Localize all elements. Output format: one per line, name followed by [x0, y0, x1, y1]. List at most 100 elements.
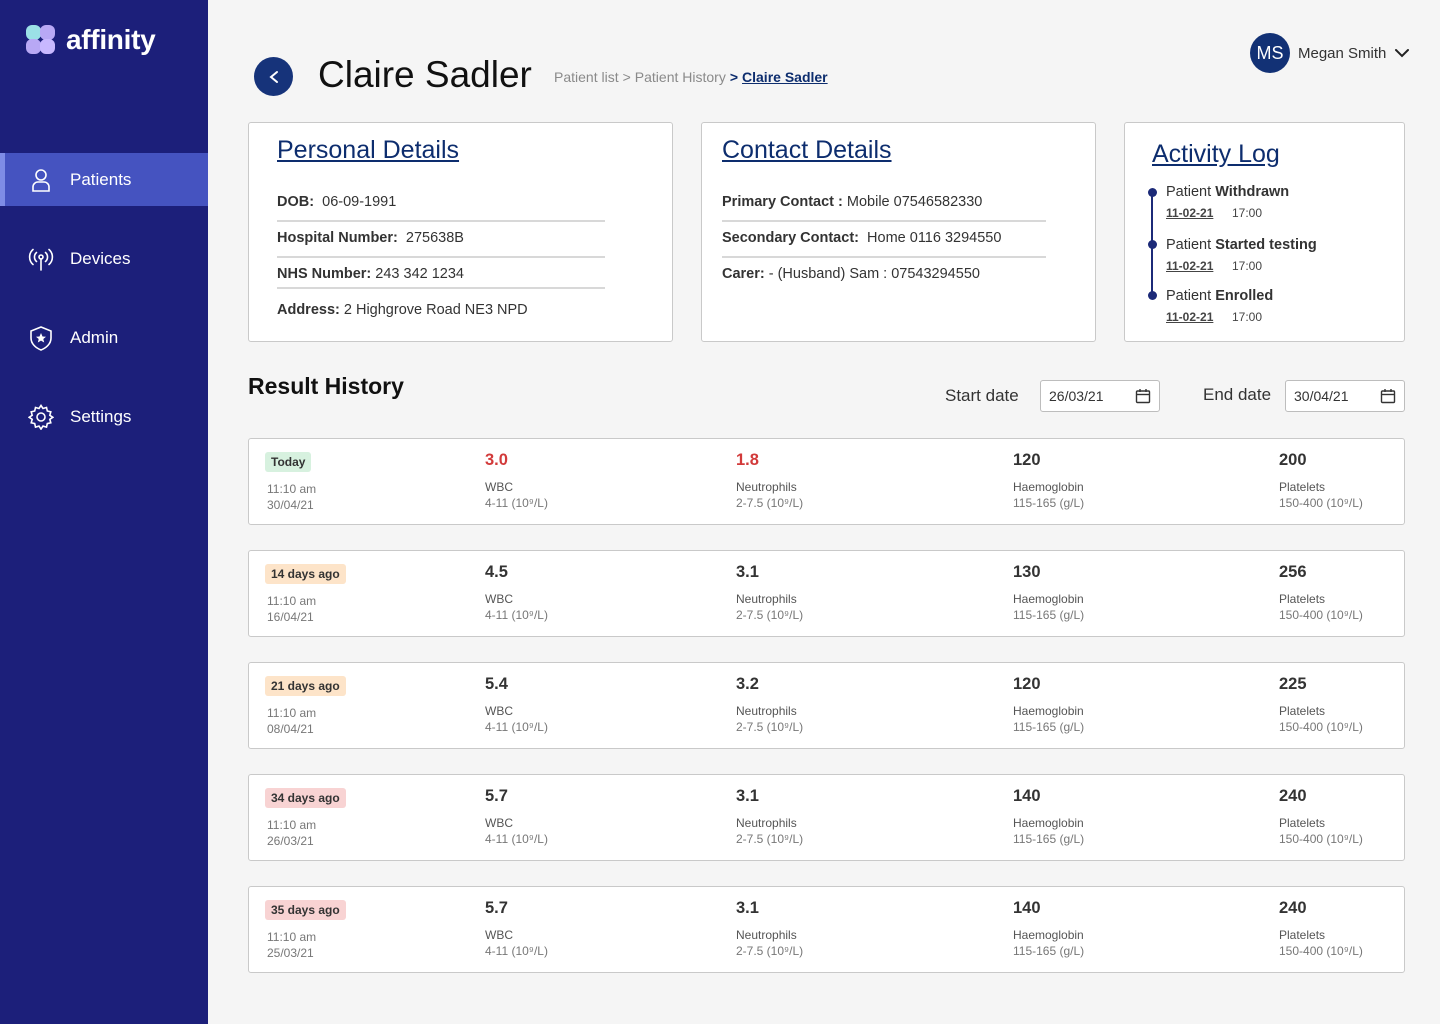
gear-icon: [28, 403, 54, 430]
metric-value: 4.5: [485, 563, 508, 581]
metric-platelets: 240 Platelets 150-400 (10⁹/L): [1279, 899, 1363, 958]
result-time: 11:10 am: [267, 818, 317, 832]
activity-entry-date[interactable]: 11-02-21: [1166, 259, 1214, 273]
metric-range: 2-7.5 (10⁹/L): [736, 608, 804, 622]
sidebar-item-settings[interactable]: Settings: [0, 390, 208, 443]
metric-value: 140: [1013, 787, 1041, 805]
dob-field: DOB: 06-09-1991: [277, 194, 396, 210]
metric-range: 115-165 (g/L): [1013, 944, 1085, 958]
start-date-label: Start date: [945, 386, 1019, 405]
result-time: 11:10 am: [267, 930, 317, 944]
time-ago-badge: 34 days ago: [265, 788, 346, 808]
activity-entry-title: Patient Withdrawn: [1166, 184, 1290, 200]
breadcrumb-current[interactable]: Claire Sadler: [742, 69, 828, 85]
result-row[interactable]: 34 days ago 11:10 am 26/03/21 5.7 WBC 4-11 (1…: [248, 774, 1405, 861]
divider: [277, 256, 605, 258]
metric-range: 115-165 (g/L): [1013, 720, 1085, 734]
sidebar-item-devices[interactable]: Devices: [0, 232, 208, 285]
metric-wbc: 5.7 WBC 4-11 (10⁹/L): [485, 787, 548, 846]
activity-log-card: [1124, 122, 1405, 342]
metric-value: 240: [1279, 899, 1307, 917]
metric-name: Platelets: [1279, 592, 1326, 606]
activity-entry-date[interactable]: 11-02-21: [1166, 206, 1214, 220]
metric-name: Platelets: [1279, 704, 1326, 718]
secondary-contact-value: Home 0116 3294550: [867, 230, 1002, 246]
metric-name: Platelets: [1279, 816, 1326, 830]
metric-range: 2-7.5 (10⁹/L): [736, 944, 804, 958]
metric-name: Haemoglobin: [1013, 480, 1084, 494]
activity-entry-date[interactable]: 11-02-21: [1166, 310, 1214, 324]
metric-wbc: 5.7 WBC 4-11 (10⁹/L): [485, 899, 548, 958]
metric-value: 130: [1013, 563, 1041, 581]
carer-value: - (Husband) Sam : 07543294550: [768, 266, 980, 282]
address-value: 2 Highgrove Road NE3 NPD: [343, 302, 528, 318]
metric-name: WBC: [485, 480, 513, 494]
shield-star-icon: [30, 325, 52, 351]
back-button[interactable]: [254, 57, 293, 96]
metric-wbc: 4.5 WBC 4-11 (10⁹/L): [485, 563, 548, 622]
sidebar-item-patients[interactable]: Patients: [0, 153, 208, 206]
calendar-icon: [1380, 389, 1396, 404]
result-row[interactable]: 35 days ago 11:10 am 25/03/21 5.7 WBC 4-11 (1…: [248, 886, 1405, 973]
hospital-number-value: 275638B: [405, 230, 464, 246]
timeline-dot: [1148, 188, 1157, 197]
metric-haemoglobin: 130 Haemoglobin 115-165 (g/L): [1013, 563, 1084, 622]
divider: [277, 287, 605, 289]
metric-value: 140: [1013, 899, 1041, 917]
metric-platelets: 225 Platelets 150-400 (10⁹/L): [1279, 675, 1363, 734]
divider: [722, 220, 1046, 222]
metric-value: 3.1: [736, 899, 759, 917]
divider: [722, 256, 1046, 258]
calendar-icon: [1135, 389, 1151, 404]
metric-value: 256: [1279, 563, 1307, 581]
end-date-label: End date: [1203, 385, 1272, 404]
contact-details-card: [701, 122, 1096, 342]
sidebar-item-label: Devices: [70, 248, 131, 268]
metric-value: 120: [1013, 675, 1041, 693]
metric-range: 2-7.5 (10⁹/L): [736, 496, 804, 510]
end-date-value: 30/04/21: [1294, 388, 1349, 404]
time-ago-badge: 35 days ago: [265, 900, 346, 920]
antenna-icon: [28, 248, 54, 271]
metric-value: 225: [1279, 675, 1307, 693]
logo-icon: [26, 25, 56, 55]
primary-contact-value: Mobile 07546582330: [846, 194, 983, 210]
result-date: 16/04/21: [267, 610, 314, 624]
breadcrumb-patient-history[interactable]: Patient History: [634, 69, 726, 85]
result-row[interactable]: Today 11:10 am 30/04/21 3.0 WBC 4-11 (10⁹/L) 1…: [248, 438, 1405, 525]
dob-label: DOB:: [277, 194, 315, 210]
metric-range: 2-7.5 (10⁹/L): [736, 832, 804, 846]
breadcrumb-separator: >: [622, 69, 631, 85]
metric-name: Haemoglobin: [1013, 816, 1084, 830]
metric-range: 4-11 (10⁹/L): [485, 832, 548, 846]
metric-range: 150-400 (10⁹/L): [1279, 608, 1363, 622]
contact-details-title: Contact Details: [722, 136, 892, 164]
metric-platelets: 240 Platelets 150-400 (10⁹/L): [1279, 787, 1363, 846]
metric-range: 115-165 (g/L): [1013, 832, 1085, 846]
sidebar: affinity Patients Devices Admin: [0, 0, 208, 1024]
sidebar-item-label: Patients: [70, 169, 132, 189]
result-timestamp: 11:10 am 08/04/21: [267, 705, 316, 737]
result-row[interactable]: 14 days ago 11:10 am 16/04/21 4.5 WBC 4-11 (1…: [248, 550, 1405, 637]
result-timestamp: 11:10 am 16/04/21: [267, 593, 316, 625]
secondary-contact-label: Secondary Contact:: [722, 230, 859, 246]
metric-haemoglobin: 140 Haemoglobin 115-165 (g/L): [1013, 787, 1084, 846]
time-ago-badge: 21 days ago: [265, 676, 346, 696]
hospital-number-label: Hospital Number:: [277, 230, 398, 246]
start-date-input[interactable]: 26/03/21: [1040, 380, 1160, 412]
result-row[interactable]: 21 days ago 11:10 am 08/04/21 5.4 WBC 4-11 (1…: [248, 662, 1405, 749]
breadcrumb-patient-list[interactable]: Patient list: [554, 69, 619, 85]
timeline-dot: [1148, 291, 1157, 300]
carer-label: Carer:: [722, 266, 765, 282]
metric-name: Neutrophils: [736, 928, 797, 942]
app-logo[interactable]: affinity: [26, 24, 156, 56]
primary-contact-field: Primary Contact : Mobile 07546582330: [722, 194, 982, 210]
metric-range: 4-11 (10⁹/L): [485, 496, 548, 510]
breadcrumb-separator: >: [729, 69, 739, 85]
personal-details-card: [248, 122, 673, 342]
sidebar-item-admin[interactable]: Admin: [0, 311, 208, 364]
activity-entry-title: Patient Started testing: [1166, 237, 1317, 253]
user-menu[interactable]: MS Megan Smith: [1250, 33, 1410, 73]
activity-log-title: Activity Log: [1152, 140, 1280, 168]
end-date-input[interactable]: 30/04/21: [1285, 380, 1405, 412]
